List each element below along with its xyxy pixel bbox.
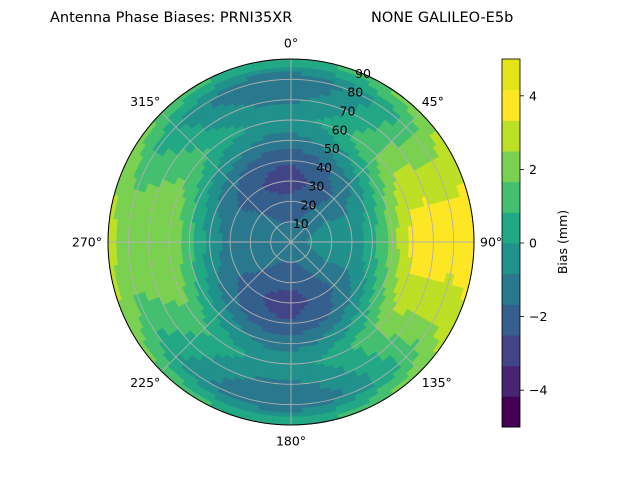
colorbar-tick-label: 0 <box>529 236 537 251</box>
angular-tick-label: 180° <box>276 434 306 449</box>
colorbar-band <box>502 396 520 428</box>
colorbar-tick-label: 4 <box>529 88 537 103</box>
colorbar-band <box>502 304 520 336</box>
colorbar-band <box>502 273 520 305</box>
angular-tick-label: 90° <box>480 235 502 250</box>
radial-tick-label: 30 <box>308 179 324 194</box>
colorbar: 4 2 0 −2 −4 <box>501 58 547 428</box>
colorbar-tick-label: 2 <box>529 162 537 177</box>
colorbar-band <box>502 335 520 367</box>
radial-tick-label: 60 <box>332 122 348 137</box>
radial-tick-label: 10 <box>293 216 309 231</box>
chart-title-right: NONE GALILEO-E5b <box>371 10 513 26</box>
radial-tick-label: 20 <box>301 197 317 212</box>
angular-tick-label: 45° <box>422 94 444 109</box>
colorbar-tick-label: −2 <box>529 309 547 324</box>
radial-tick-label: 90 <box>355 66 371 81</box>
radial-tick-label: 80 <box>347 85 363 100</box>
angular-tick-label: 315° <box>130 94 160 109</box>
colorbar-band <box>502 59 520 91</box>
colorbar-tick-label: −4 <box>529 383 547 398</box>
radial-tick-label: 50 <box>324 141 340 156</box>
colorbar-band <box>502 181 520 213</box>
colorbar-band <box>502 365 520 397</box>
colorbar-band <box>502 151 520 183</box>
colorbar-band <box>502 243 520 275</box>
polar-grid <box>107 58 475 426</box>
angular-tick-label: 270° <box>72 235 102 250</box>
radial-tick-label: 70 <box>340 104 356 119</box>
chart-title-left: Antenna Phase Biases: PRNI35XR <box>50 10 292 26</box>
angular-tick-label: 225° <box>130 375 160 390</box>
colorbar-label: Bias (mm) <box>555 210 570 274</box>
angular-tick-label: 135° <box>422 375 452 390</box>
angular-tick-label: 0° <box>284 36 298 51</box>
colorbar-band <box>502 120 520 152</box>
colorbar-band <box>502 212 520 244</box>
colorbar-band <box>502 89 520 121</box>
radial-tick-label: 40 <box>316 160 332 175</box>
